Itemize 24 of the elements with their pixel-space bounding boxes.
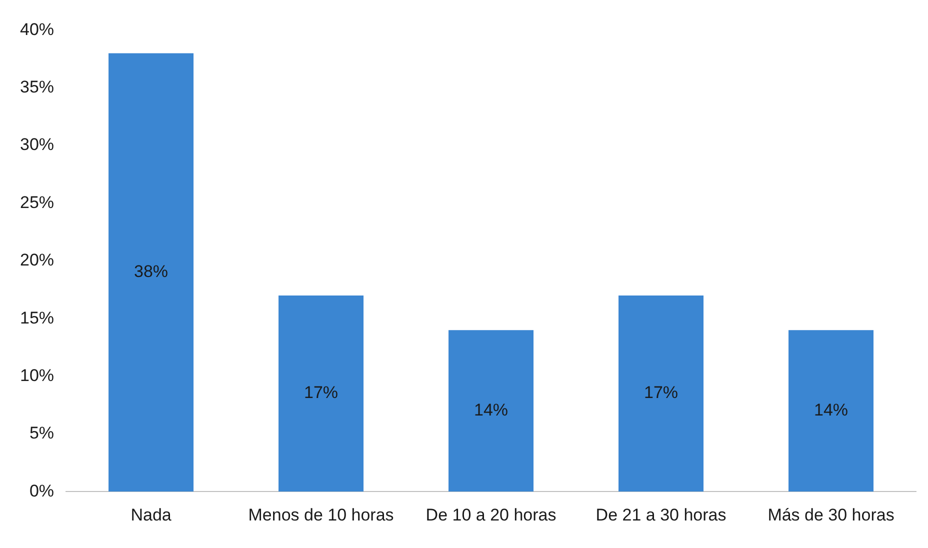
y-tick-label: 30% (20, 135, 54, 154)
y-tick-label: 25% (20, 192, 54, 212)
bar (278, 296, 364, 492)
x-tick-label: Menos de 10 horas (248, 505, 394, 524)
y-tick-label: 0% (29, 481, 54, 500)
y-tick-label: 5% (29, 424, 54, 443)
x-tick-label: Nada (130, 505, 172, 524)
y-tick-label: 10% (20, 366, 54, 385)
data-label: 17% (644, 383, 678, 402)
data-label: 14% (474, 400, 508, 420)
y-tick-label: 15% (20, 308, 54, 328)
data-label: 17% (304, 383, 338, 402)
data-label: 38% (134, 262, 168, 282)
y-tick-label: 20% (20, 250, 54, 270)
bar (108, 53, 194, 492)
y-tick-label: 40% (20, 20, 54, 39)
data-label: 14% (814, 400, 848, 420)
bar (618, 296, 704, 492)
bar (448, 330, 534, 492)
x-tick-label: De 21 a 30 horas (596, 505, 726, 524)
x-tick-label: Más de 30 horas (768, 505, 894, 524)
y-tick-label: 35% (20, 78, 54, 97)
bar (788, 330, 874, 492)
x-tick-label: De 10 a 20 horas (426, 505, 556, 524)
